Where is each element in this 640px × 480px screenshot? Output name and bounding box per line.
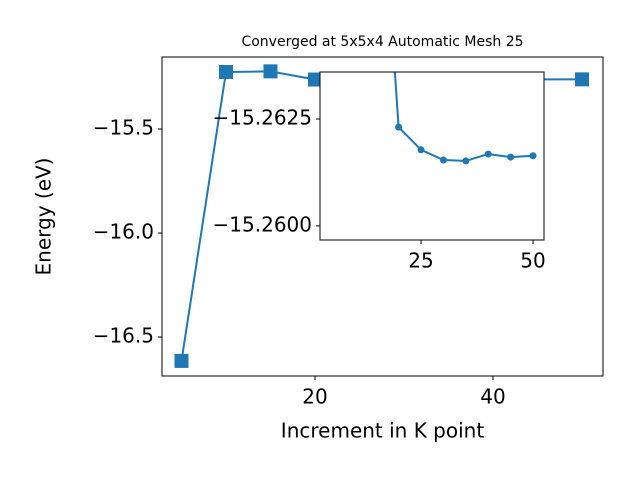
chart-title: Converged at 5x5x4 Automatic Mesh 25	[241, 34, 523, 50]
y-tick-label: −16.0	[93, 219, 154, 243]
y-tick-label: −16.5	[93, 323, 154, 347]
marker	[484, 150, 492, 158]
x-axis-label: Increment in K point	[281, 419, 485, 443]
x-tick-label: 20	[302, 385, 327, 409]
marker	[439, 156, 447, 164]
x-tick-label: 25	[408, 249, 433, 273]
marker	[263, 64, 278, 79]
x-tick-label: 50	[520, 249, 545, 273]
plot-area	[393, 72, 537, 165]
y-axis-label: Energy (eV)	[32, 158, 56, 276]
marker	[307, 72, 322, 87]
axes-frame	[319, 71, 545, 241]
series-line	[393, 72, 534, 162]
marker	[507, 153, 515, 161]
marker	[395, 123, 403, 131]
marker	[218, 64, 233, 79]
marker	[174, 353, 189, 368]
y-tick-label: −15.2625	[213, 106, 312, 130]
marker	[462, 157, 470, 165]
y-tick-label: −15.2600	[213, 212, 312, 236]
x-tick-label: 40	[480, 385, 505, 409]
y-tick-label: −15.5	[93, 115, 154, 139]
axes-frame	[161, 56, 604, 377]
marker	[417, 146, 425, 154]
marker	[529, 152, 537, 160]
marker	[574, 72, 589, 87]
